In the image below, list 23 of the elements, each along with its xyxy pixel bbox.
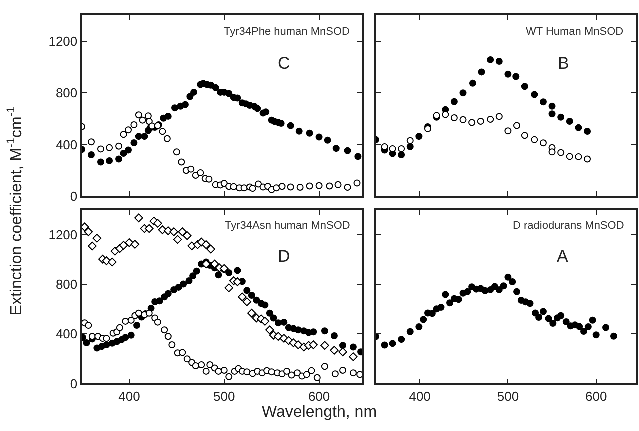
y-tick-label: 0 — [70, 376, 78, 392]
annotation: D — [278, 247, 290, 266]
x-tick-label: 600 — [308, 389, 330, 404]
x-tick-label: 500 — [214, 389, 236, 404]
x-tick-label: 500 — [497, 389, 520, 404]
x-axis-title: Wavelength, nm — [262, 404, 378, 421]
annotation: C — [278, 54, 290, 73]
annotation: Tyr34Phe human MnSOD — [224, 26, 350, 38]
y-tick-label: 1200 — [48, 227, 78, 242]
y-tick-label: 800 — [56, 86, 78, 101]
annotation: B — [558, 54, 570, 73]
y-tick-label: 800 — [56, 277, 78, 292]
annotation: WT Human MnSOD — [526, 26, 624, 38]
x-tick-label: 600 — [585, 389, 608, 404]
x-tick-label: 400 — [118, 389, 140, 404]
x-tick-label: 400 — [409, 389, 431, 404]
annotation: D radiodurans MnSOD — [513, 220, 624, 232]
y-tick-label: 400 — [56, 326, 78, 342]
annotation: A — [557, 247, 569, 266]
y-tick-label: 1200 — [48, 34, 78, 50]
y-tick-label: 400 — [56, 137, 78, 152]
y-tick-label: 0 — [70, 188, 78, 204]
annotation: Tyr34Asn human MnSOD — [225, 220, 350, 232]
